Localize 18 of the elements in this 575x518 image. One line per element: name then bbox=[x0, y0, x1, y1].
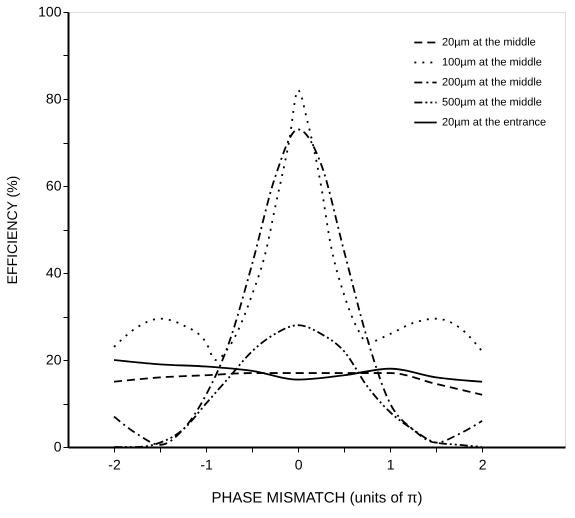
y-tick-label: 20 bbox=[46, 352, 62, 368]
x-tick-label: 2 bbox=[478, 456, 487, 472]
x-axis-title: PHASE MISMATCH (units of π) bbox=[212, 490, 422, 506]
x-tick-label: -1 bbox=[200, 456, 213, 472]
legend-label: 20µm at the middle bbox=[442, 36, 536, 48]
x-tick-label: 1 bbox=[386, 456, 395, 472]
y-tick-label: 40 bbox=[46, 264, 62, 280]
legend-label: 500µm at the middle bbox=[442, 96, 542, 108]
legend-label: 100µm at the middle bbox=[442, 56, 542, 68]
y-tick-label: 100 bbox=[38, 4, 62, 20]
legend-label: 200µm at the middle bbox=[442, 76, 542, 88]
y-axis-title: EFFICIENCY (%) bbox=[4, 176, 20, 284]
y-tick-label: 60 bbox=[46, 178, 62, 194]
y-tick-label: 0 bbox=[54, 438, 62, 454]
x-tick-label: 0 bbox=[294, 456, 303, 472]
legend-label: 20µm at the entrance bbox=[442, 116, 546, 128]
y-tick-label: 80 bbox=[46, 90, 62, 106]
x-tick-label: -2 bbox=[108, 456, 121, 472]
